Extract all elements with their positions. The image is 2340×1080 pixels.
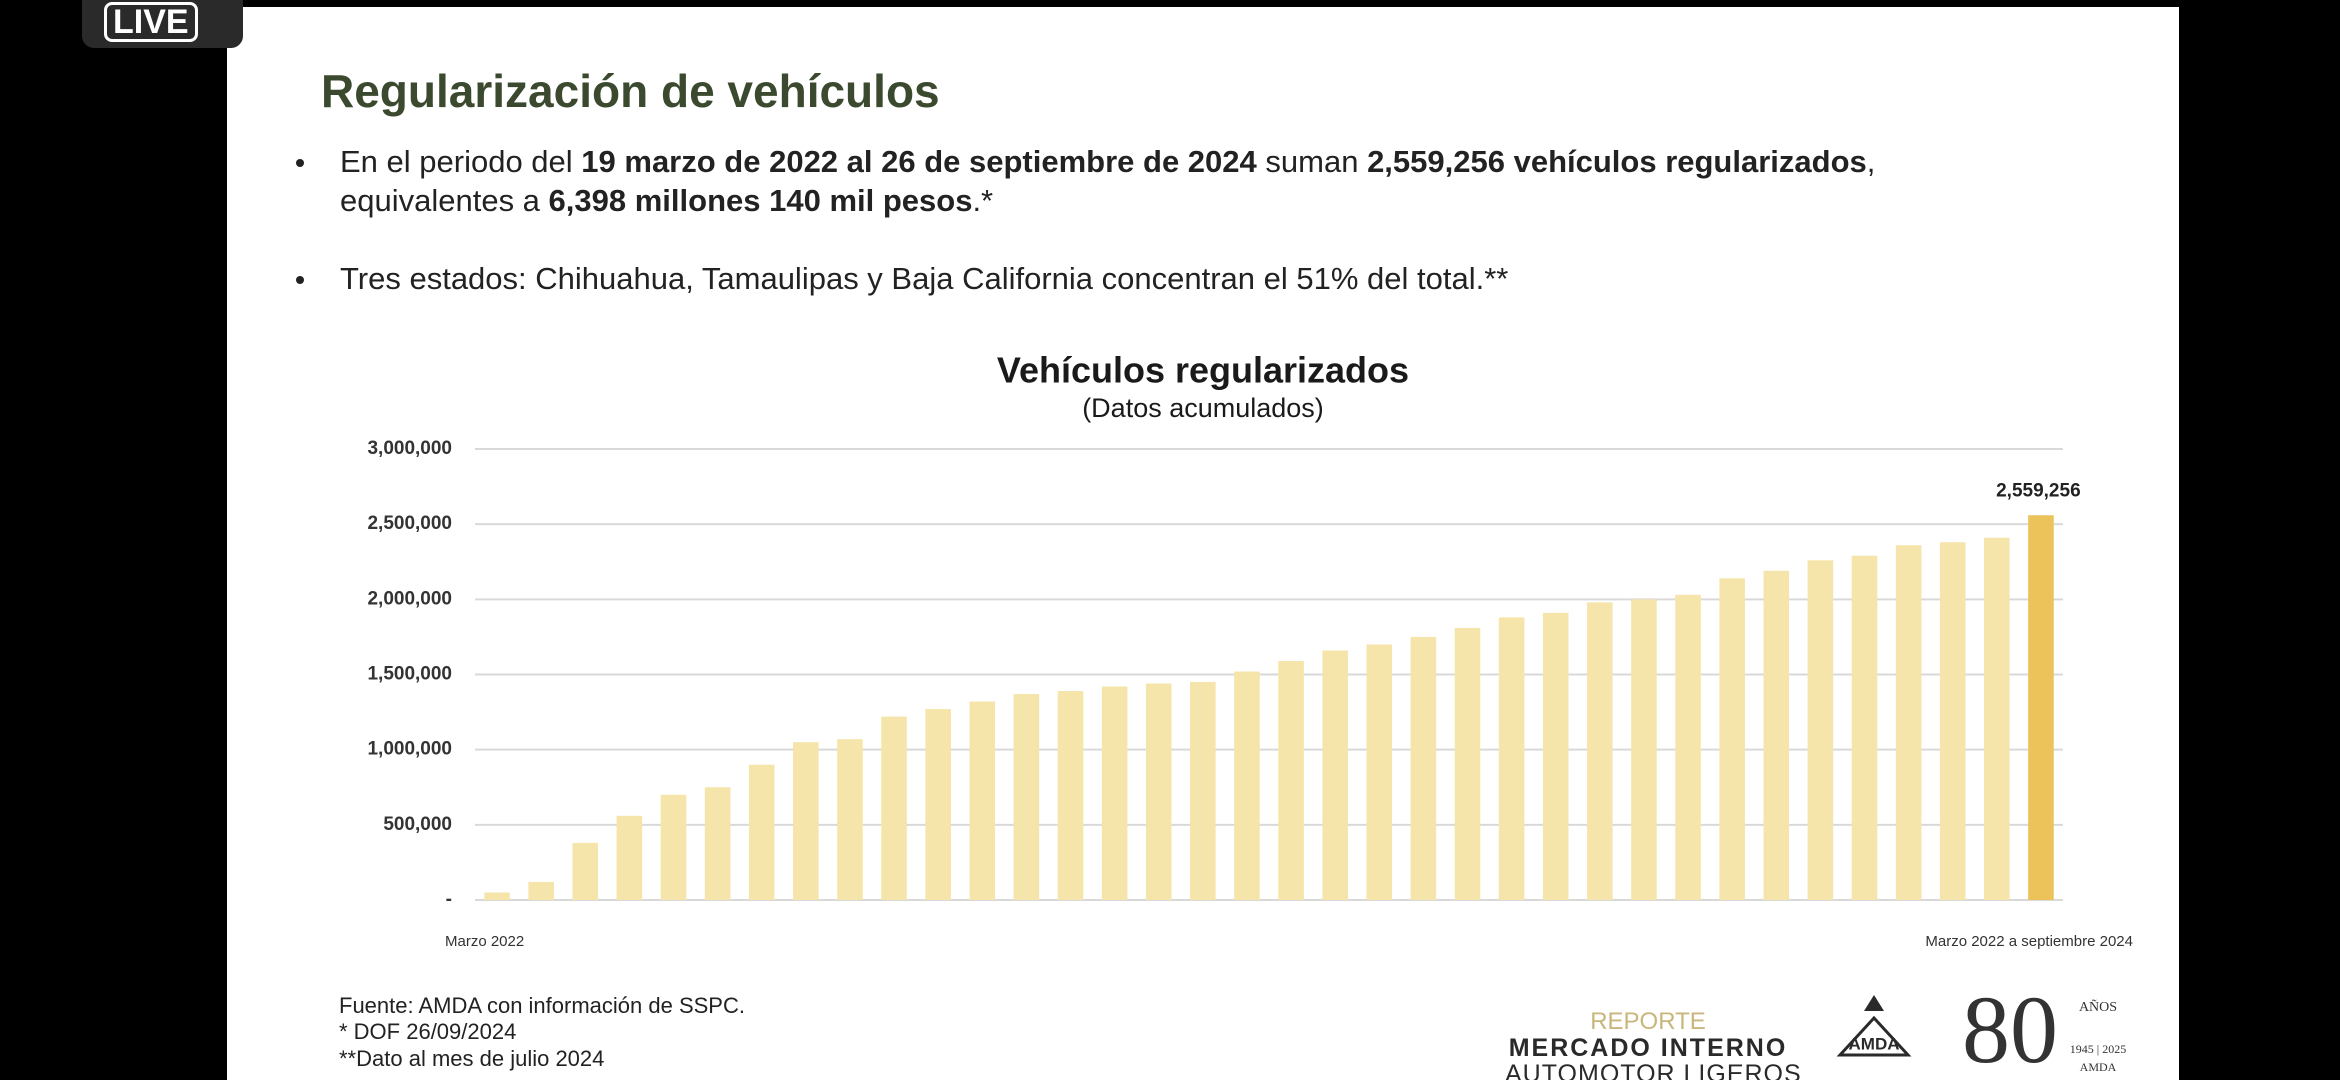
live-badge: LIVE bbox=[82, 0, 243, 48]
anniversary-label: AÑOS bbox=[2079, 999, 2117, 1015]
footnote: * DOF 26/09/2024 bbox=[339, 1019, 517, 1044]
amda-logo-text: AMDA bbox=[1849, 1034, 1900, 1053]
bar bbox=[528, 881, 554, 900]
bar bbox=[1542, 612, 1569, 900]
bar bbox=[1719, 578, 1745, 900]
bar bbox=[793, 742, 819, 900]
x-tick-label: Marzo 2022 a septiembre 2024 bbox=[1925, 933, 2133, 950]
footnote: Fuente: AMDA con información de SSPC. bbox=[339, 993, 745, 1018]
live-label: LIVE bbox=[104, 2, 198, 42]
bar bbox=[1587, 602, 1613, 900]
bullet-dot bbox=[296, 276, 304, 284]
bar bbox=[1410, 636, 1437, 900]
bullet-text: suman bbox=[1256, 144, 1368, 179]
bar bbox=[1454, 627, 1481, 900]
y-tick-label: 2,000,000 bbox=[367, 588, 452, 609]
bar bbox=[2028, 515, 2054, 900]
slide-title: Regularización de vehículos bbox=[321, 65, 940, 117]
bar bbox=[881, 716, 907, 900]
bullet-dot bbox=[296, 159, 304, 167]
bullet-highlight: 2,559,256 vehículos regularizados bbox=[1367, 144, 1867, 179]
bullet-line: equivalentes a 6,398 millones 140 mil pe… bbox=[340, 183, 993, 219]
bullet-highlight: 6,398 millones 140 mil pesos bbox=[548, 183, 973, 218]
anniversary-number: 80 bbox=[1962, 976, 2058, 1080]
anniversary-years: 1945 | 2025 bbox=[2070, 1042, 2126, 1056]
bar bbox=[484, 892, 510, 900]
bar bbox=[1939, 542, 1966, 900]
value-label: 2,559,256 bbox=[1996, 480, 2081, 501]
chart-title: Vehículos regularizados bbox=[997, 350, 1409, 391]
bullet-text: equivalentes a bbox=[340, 183, 549, 218]
bullet-line: Tres estados: Chihuahua, Tamaulipas y Ba… bbox=[340, 261, 1508, 297]
bar bbox=[616, 815, 643, 900]
x-tick-label: Marzo 2022 bbox=[445, 933, 524, 950]
y-tick-label: 3,000,000 bbox=[367, 438, 452, 459]
bar bbox=[1013, 694, 1040, 900]
bar bbox=[660, 794, 687, 900]
bar bbox=[1278, 660, 1304, 900]
bar bbox=[572, 842, 599, 900]
report-name: MERCADO INTERNO bbox=[1508, 1034, 1788, 1062]
bar bbox=[748, 764, 775, 900]
bar bbox=[1763, 570, 1790, 900]
bar bbox=[1057, 691, 1084, 900]
bar bbox=[1895, 545, 1922, 900]
bar bbox=[704, 787, 731, 900]
slide bbox=[227, 7, 2179, 1080]
bar bbox=[1675, 594, 1701, 900]
footnote: **Dato al mes de julio 2024 bbox=[339, 1046, 605, 1071]
bar bbox=[1366, 644, 1393, 900]
anniversary-org: AMDA bbox=[2080, 1060, 2117, 1074]
bar bbox=[1322, 650, 1348, 900]
bullet-text: Tres estados: Chihuahua, Tamaulipas y Ba… bbox=[340, 261, 1509, 296]
bar bbox=[1984, 537, 2010, 900]
y-tick-label: 1,000,000 bbox=[367, 739, 452, 760]
amda-logo: AMDA bbox=[1836, 995, 1912, 1057]
bar bbox=[1101, 686, 1128, 900]
bar bbox=[1145, 683, 1172, 900]
bullet-line: En el periodo del 19 marzo de 2022 al 26… bbox=[340, 144, 1875, 180]
y-tick-label: 2,500,000 bbox=[367, 513, 452, 534]
bar bbox=[925, 709, 951, 900]
y-tick-label: 500,000 bbox=[383, 814, 452, 835]
bullet-text: .* bbox=[972, 183, 994, 218]
bar bbox=[1498, 617, 1525, 900]
bar bbox=[1807, 560, 1834, 900]
report-segment: AUTOMOTOR LIGEROS bbox=[1505, 1060, 1802, 1080]
bar bbox=[1631, 599, 1657, 900]
chart-subtitle: (Datos acumulados) bbox=[1082, 393, 1324, 423]
y-tick-label: - bbox=[446, 889, 452, 910]
bar bbox=[1851, 555, 1878, 900]
bullet-highlight: 19 marzo de 2022 al 26 de septiembre de … bbox=[581, 144, 1257, 179]
y-tick-label: 1,500,000 bbox=[367, 664, 452, 685]
report-label: REPORTE bbox=[1590, 1008, 1706, 1035]
bullet-text: , bbox=[1866, 144, 1876, 179]
bar bbox=[837, 739, 863, 900]
bar bbox=[1190, 682, 1216, 900]
bar bbox=[969, 701, 996, 900]
bar bbox=[1234, 671, 1260, 900]
bullet-text: En el periodo del bbox=[340, 144, 582, 179]
